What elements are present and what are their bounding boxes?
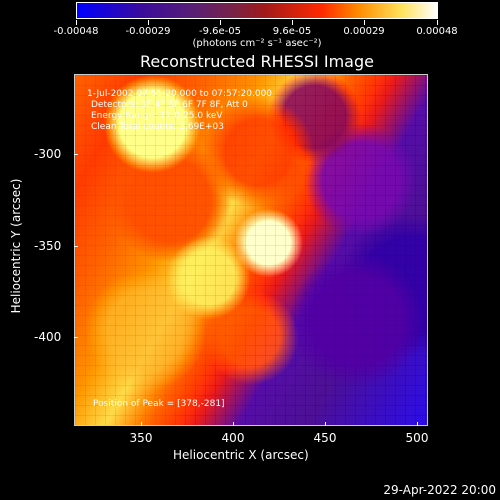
energy-range: Energy Range: 12.0-25.0 keV xyxy=(91,111,223,121)
colorbar-tick xyxy=(220,20,221,25)
x-axis-tick xyxy=(141,422,142,426)
x-axis-tick xyxy=(325,422,326,426)
y-axis-tick-label: -300 xyxy=(34,147,62,161)
y-axis-tick xyxy=(74,337,78,338)
y-axis-tick-label: -350 xyxy=(34,239,62,253)
colorbar-label: 0.00029 xyxy=(343,26,385,37)
colorbar-tick xyxy=(437,20,438,25)
reconstructed-image xyxy=(75,75,427,425)
y-axis-tick xyxy=(74,154,78,155)
colorbar-label: 9.6e-05 xyxy=(272,26,312,37)
colorbar-tick xyxy=(292,20,293,25)
total-counts: Clean Total counts: 3.69E+03 xyxy=(91,122,224,132)
colorbar-gradient xyxy=(77,3,437,18)
y-axis-tick xyxy=(74,246,78,247)
colorbar-label: -0.00048 xyxy=(53,26,99,37)
colorbar xyxy=(76,2,438,19)
x-axis-tick xyxy=(417,422,418,426)
x-axis-tick-label: 450 xyxy=(313,431,337,445)
colorbar-tick xyxy=(148,20,149,25)
peak-position: Position of Peak = [378,-281] xyxy=(93,399,225,409)
colorbar-tick xyxy=(76,20,77,25)
colorbar-label: -9.6e-05 xyxy=(199,26,241,37)
generated-timestamp: 29-Apr-2022 20:00 xyxy=(383,483,496,497)
observation-time: 1-Jul-2002 07:51:20.000 to 07:57:20.000 xyxy=(87,89,273,99)
colorbar-tick xyxy=(364,20,365,25)
colorbar-units: (photons cm⁻² s⁻¹ asec⁻²) xyxy=(192,38,322,49)
plot-title: Reconstructed RHESSI Image xyxy=(140,52,374,71)
x-axis-tick xyxy=(233,422,234,426)
y-axis-tick-label: -400 xyxy=(34,330,62,344)
detector-info: Detectors: 3F 4F 5F 6F 7F 8F, Att 0 xyxy=(91,100,248,110)
x-axis-tick-label: 400 xyxy=(221,431,245,445)
x-axis-tick-label: 350 xyxy=(129,431,153,445)
x-axis-tick-label: 500 xyxy=(405,431,429,445)
x-axis-label: Heliocentric X (arcsec) xyxy=(173,448,309,462)
rhessi-image: 1-Jul-2002 07:51:20.000 to 07:57:20.000 … xyxy=(74,74,428,426)
y-axis-label: Heliocentric Y (arcsec) xyxy=(9,178,23,314)
colorbar-label: 0.00048 xyxy=(416,26,458,37)
colorbar-label: -0.00029 xyxy=(125,26,171,37)
